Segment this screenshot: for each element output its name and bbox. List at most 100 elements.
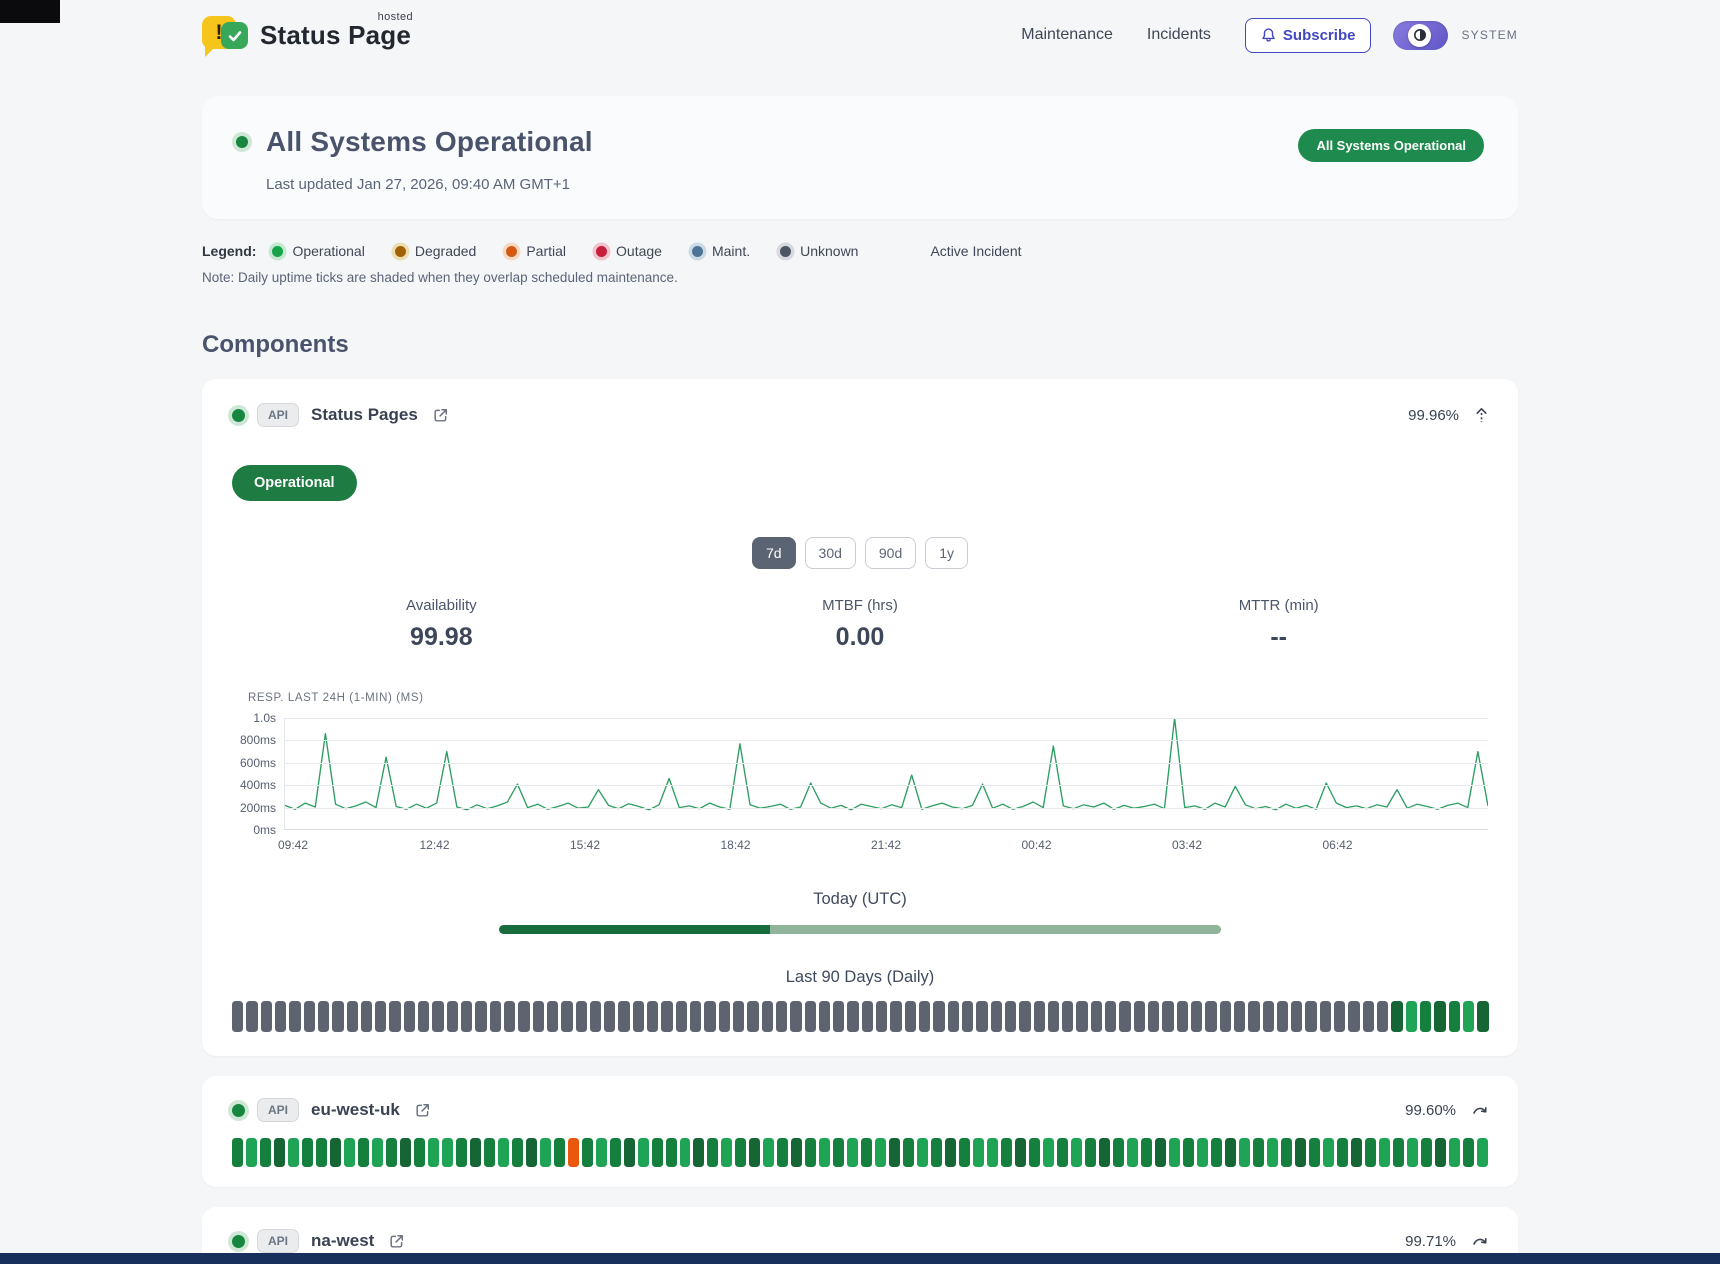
uptime-tick[interactable] (497, 1138, 509, 1167)
uptime-tick[interactable] (847, 1001, 859, 1032)
uptime-tick[interactable] (385, 1138, 397, 1167)
uptime-tick[interactable] (1334, 1001, 1346, 1032)
uptime-tick[interactable] (632, 1001, 645, 1032)
uptime-tick[interactable] (1004, 1001, 1017, 1032)
uptime-tick[interactable] (675, 1001, 687, 1032)
uptime-tick[interactable] (1419, 1001, 1432, 1032)
uptime-tick[interactable] (301, 1138, 313, 1167)
uptime-tick[interactable] (1019, 1001, 1031, 1032)
uptime-tick[interactable] (1148, 1001, 1160, 1032)
uptime-tick[interactable] (693, 1138, 705, 1167)
uptime-tick[interactable] (903, 1138, 915, 1167)
uptime-tick[interactable] (1176, 1001, 1188, 1032)
uptime-tick[interactable] (707, 1138, 719, 1167)
uptime-tick[interactable] (647, 1001, 659, 1032)
uptime-tick[interactable] (1252, 1138, 1264, 1167)
uptime-tick[interactable] (1085, 1138, 1097, 1167)
uptime-tick[interactable] (581, 1138, 593, 1167)
uptime-tick[interactable] (732, 1001, 745, 1032)
uptime-tick[interactable] (1099, 1138, 1111, 1167)
uptime-tick[interactable] (1462, 1001, 1475, 1032)
uptime-tick[interactable] (847, 1138, 859, 1167)
uptime-tick[interactable] (1262, 1001, 1274, 1032)
uptime-tick[interactable] (246, 1001, 258, 1032)
uptime-tick[interactable] (1196, 1138, 1208, 1167)
uptime-tick[interactable] (1276, 1001, 1289, 1032)
uptime-tick[interactable] (1364, 1138, 1376, 1167)
uptime-tick[interactable] (446, 1001, 458, 1032)
uptime-tick[interactable] (1294, 1138, 1306, 1167)
uptime-tick[interactable] (1448, 1138, 1460, 1167)
uptime-tick[interactable] (1238, 1138, 1250, 1167)
uptime-tick[interactable] (371, 1138, 383, 1167)
uptime-tick[interactable] (1377, 1001, 1389, 1032)
uptime-tick[interactable] (1071, 1138, 1083, 1167)
uptime-tick[interactable] (1348, 1001, 1360, 1032)
uptime-tick[interactable] (721, 1138, 733, 1167)
uptime-tick[interactable] (1280, 1138, 1292, 1167)
uptime-tick[interactable] (273, 1138, 285, 1167)
uptime-tick[interactable] (919, 1001, 931, 1032)
uptime-tick[interactable] (763, 1138, 775, 1167)
uptime-tick[interactable] (511, 1138, 523, 1167)
uptime-tick[interactable] (1434, 1001, 1446, 1032)
uptime-tick[interactable] (360, 1001, 373, 1032)
uptime-tick[interactable] (604, 1001, 616, 1032)
uptime-tick[interactable] (432, 1001, 444, 1032)
uptime-tick[interactable] (861, 1001, 874, 1032)
uptime-tick[interactable] (718, 1001, 730, 1032)
uptime-tick[interactable] (761, 1001, 773, 1032)
uptime-tick[interactable] (346, 1001, 358, 1032)
uptime-tick[interactable] (1305, 1001, 1317, 1032)
uptime-tick[interactable] (389, 1001, 401, 1032)
uptime-tick[interactable] (1406, 1138, 1418, 1167)
uptime-tick[interactable] (317, 1001, 330, 1032)
uptime-tick[interactable] (749, 1138, 761, 1167)
uptime-tick[interactable] (1047, 1001, 1060, 1032)
uptime-tick[interactable] (343, 1138, 355, 1167)
uptime-tick[interactable] (315, 1138, 327, 1167)
external-link-icon[interactable] (414, 1102, 431, 1119)
uptime-tick[interactable] (1043, 1138, 1055, 1167)
brand[interactable]: ! Status Page hosted (202, 11, 413, 57)
uptime-tick[interactable] (403, 1001, 416, 1032)
uptime-tick[interactable] (553, 1138, 565, 1167)
uptime-tick[interactable] (961, 1001, 974, 1032)
range-button-30d[interactable]: 30d (804, 537, 856, 569)
uptime-tick[interactable] (875, 1138, 887, 1167)
uptime-tick[interactable] (947, 1001, 959, 1032)
uptime-tick[interactable] (357, 1138, 369, 1167)
uptime-tick[interactable] (1033, 1001, 1045, 1032)
uptime-tick[interactable] (1477, 1001, 1489, 1032)
external-link-icon[interactable] (432, 407, 449, 424)
uptime-tick[interactable] (375, 1001, 387, 1032)
nav-maintenance[interactable]: Maintenance (1021, 26, 1113, 43)
uptime-tick[interactable] (976, 1001, 988, 1032)
uptime-tick[interactable] (804, 1001, 816, 1032)
uptime-tick[interactable] (1210, 1138, 1222, 1167)
uptime-tick[interactable] (1434, 1138, 1446, 1167)
uptime-tick[interactable] (931, 1138, 943, 1167)
uptime-tick[interactable] (1405, 1001, 1417, 1032)
uptime-tick[interactable] (1190, 1001, 1203, 1032)
uptime-tick[interactable] (1029, 1138, 1041, 1167)
uptime-tick[interactable] (274, 1001, 287, 1032)
uptime-tick[interactable] (1319, 1001, 1332, 1032)
uptime-tick[interactable] (567, 1138, 579, 1167)
uptime-tick[interactable] (245, 1138, 257, 1167)
uptime-tick[interactable] (690, 1001, 702, 1032)
uptime-tick[interactable] (637, 1138, 649, 1167)
uptime-tick[interactable] (575, 1001, 587, 1032)
uptime-tick[interactable] (1133, 1001, 1145, 1032)
uptime-tick[interactable] (1462, 1138, 1474, 1167)
uptime-tick[interactable] (525, 1138, 537, 1167)
uptime-tick[interactable] (1233, 1001, 1246, 1032)
uptime-tick[interactable] (469, 1138, 481, 1167)
uptime-tick[interactable] (303, 1001, 315, 1032)
uptime-tick[interactable] (1248, 1001, 1260, 1032)
uptime-tick[interactable] (945, 1138, 957, 1167)
uptime-tick[interactable] (1219, 1001, 1231, 1032)
uptime-tick[interactable] (973, 1138, 985, 1167)
uptime-tick[interactable] (1336, 1138, 1348, 1167)
uptime-tick[interactable] (1090, 1001, 1103, 1032)
